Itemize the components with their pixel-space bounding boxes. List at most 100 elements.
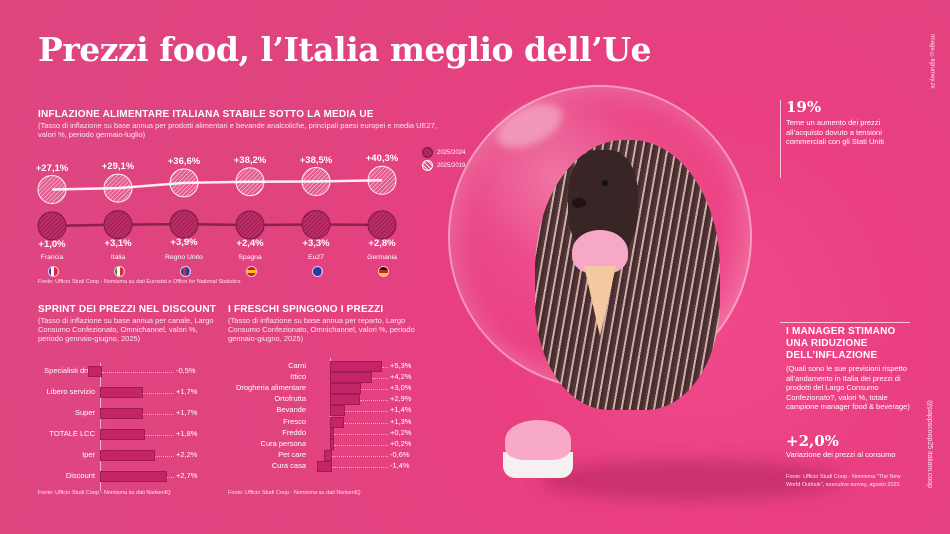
bar-category-label: Cura casa	[271, 460, 306, 470]
bar-value-label: +5,3%	[390, 361, 412, 370]
series-2025-2024-point	[37, 211, 67, 241]
bar-category-label: Cura persona	[260, 438, 306, 448]
line-chart-source: Fonte: Ufficio Studi Coop - Nomisma su d…	[38, 279, 241, 285]
freschi-chart-source: Fonte: Ufficio Studi Coop - Nomisma su d…	[228, 490, 361, 496]
page-title: Prezzi food, l’Italia meglio dell’Ue	[38, 30, 651, 69]
category-label: Regno Unito	[165, 254, 203, 261]
freschi-chart-subtitle: (Tasso di inflazione su base annua per r…	[228, 316, 415, 343]
flag-icon	[47, 266, 59, 277]
bar-category-label: Libero servizio	[46, 387, 95, 396]
series-2025-2019-point	[301, 167, 331, 197]
discount-chart-source: Fonte: Ufficio Studi Coop - Nomisma su d…	[38, 490, 171, 496]
bar-category-label: Carni	[288, 361, 306, 370]
discount-chart-title: SPRINT DEI PREZZI NEL DISCOUNT	[38, 304, 217, 315]
bar-leader-line	[333, 433, 388, 435]
series-2025-2019-point	[235, 167, 265, 197]
bar-category-label: Super	[74, 408, 95, 417]
series-2025-2019-value-label: +36,6%	[167, 155, 201, 167]
bar-leader-line	[382, 367, 388, 368]
category-label: Italia	[110, 254, 126, 261]
bar	[100, 450, 155, 461]
porcupine-eye	[602, 180, 608, 186]
bar-value-label: +3,0%	[390, 383, 412, 393]
bar-value-label: -0,6%	[390, 449, 410, 459]
manager-subtitle: (Quali sono le sue previsioni rispetto a…	[786, 364, 910, 411]
ice-cream-cup-scoop	[505, 420, 571, 460]
flag-icon	[377, 266, 389, 277]
bar-value-label: +2,9%	[390, 394, 412, 404]
series-2025-2024-point	[235, 210, 265, 240]
illustration-shadow	[540, 460, 840, 500]
bar	[100, 408, 143, 419]
bar-category-label: Bevande	[276, 405, 306, 415]
bar	[330, 438, 334, 450]
series-2025-2024-value-label: +3,1%	[104, 237, 132, 249]
bar	[100, 471, 167, 482]
series-2025-2019-point	[103, 173, 133, 203]
bar-value-label: +1,4%	[390, 405, 412, 415]
stat1-text: Teme un aumento dei prezzi all’acquisto …	[786, 118, 884, 146]
bar	[330, 361, 383, 372]
bar-category-label: Discount	[65, 471, 95, 480]
series-2025-2019-point	[367, 165, 397, 195]
flag-icon	[179, 266, 191, 277]
series-2025-2024-value-label: +2,4%	[236, 238, 264, 250]
series-2025-2019-point	[169, 168, 199, 198]
bar-category-label: Fresco	[283, 416, 306, 426]
bar	[316, 460, 332, 472]
bar-category-label: Ortofrutta	[274, 394, 306, 404]
bar-value-label: +1,8%	[176, 429, 198, 438]
legend-label: 2025/2024	[437, 149, 466, 156]
bar-category-label: Freddo	[282, 427, 306, 437]
discount-chart-subtitle: (Tasso di inflazione su base annua per c…	[38, 316, 214, 343]
series-2025-2024-value-label: +1,0%	[38, 238, 66, 250]
bar	[330, 372, 372, 384]
bar	[100, 429, 146, 440]
bar-leader-line	[333, 444, 388, 446]
series-2025-2019-value-label: +27,1%	[35, 162, 69, 174]
series-2025-2019-value-label: +29,1%	[101, 161, 135, 173]
bar	[88, 366, 102, 377]
bar-value-label: +0,2%	[390, 438, 412, 448]
bar-value-label: +2,7%	[176, 471, 198, 480]
bar-leader-line	[142, 393, 174, 394]
series-2025-2024-value-label: +2,8%	[368, 237, 396, 249]
series-2025-2019-point	[37, 175, 67, 205]
bar-leader-line	[345, 411, 388, 413]
bar	[330, 394, 360, 406]
series-2025-2024-point	[169, 209, 199, 239]
legend-label: 2025/2019	[437, 162, 466, 169]
bar	[100, 387, 143, 398]
category-label: Eu27	[308, 254, 324, 261]
category-label: Francia	[40, 254, 64, 261]
porcupine-nose	[572, 198, 586, 208]
bar-value-label: -0,5%	[176, 366, 196, 375]
image-credit: Image ©Ilgrumey.zk	[929, 34, 935, 89]
legend-swatch-hatched	[422, 160, 433, 171]
legend-2025-2019: 2025/2019	[422, 160, 465, 171]
series-2025-2024-value-label: +3,3%	[302, 237, 330, 249]
series-2025-2024-point	[103, 210, 133, 240]
social-credit: @pappscoop25 italiani.coop	[926, 400, 933, 489]
stat1-value: 19%	[786, 98, 822, 116]
divider-vertical	[780, 100, 781, 178]
bar-leader-line	[332, 466, 388, 468]
bar-value-label: +2,2%	[176, 450, 198, 459]
series-2025-2019-line	[51, 179, 383, 191]
bar-value-label: -1,4%	[390, 460, 410, 470]
series-2025-2024-point	[301, 210, 331, 240]
bar-value-label: +4,2%	[390, 372, 412, 382]
series-2025-2024-value-label: +3,9%	[170, 237, 198, 249]
category-label: Germania	[367, 254, 397, 261]
bar-leader-line	[145, 435, 174, 436]
divider-horizontal	[780, 322, 910, 323]
line-chart-subtitle: (Tasso di inflazione su base annua per p…	[38, 121, 437, 139]
bar-category-label: Drogheria alimentare	[235, 383, 306, 393]
manager-title: I MANAGER STIMANO UNA RIDUZIONE DELL’INF…	[786, 326, 896, 361]
bar	[330, 405, 346, 417]
bar-leader-line	[154, 456, 174, 457]
bar	[324, 449, 332, 461]
bar-leader-line	[360, 389, 388, 391]
bar-axis	[100, 363, 101, 491]
